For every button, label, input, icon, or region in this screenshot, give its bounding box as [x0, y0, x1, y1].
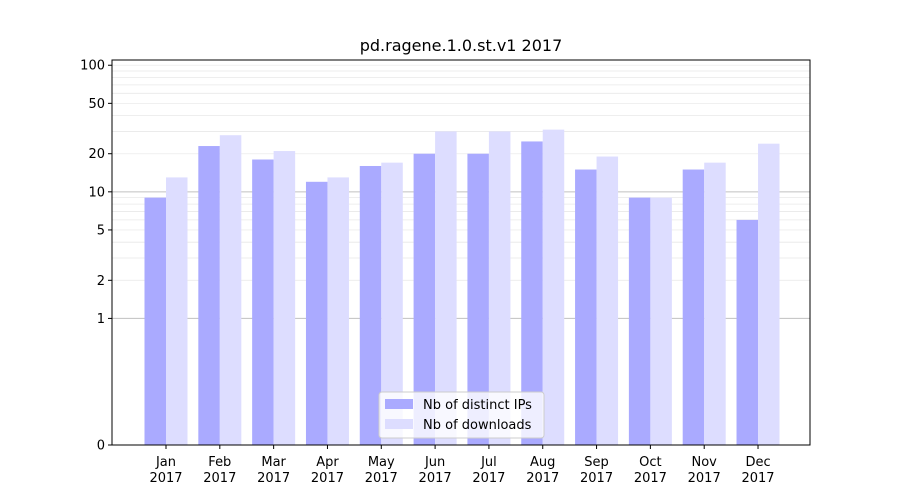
- x-tick-label-year: 2017: [311, 471, 344, 486]
- bars: [144, 129, 780, 446]
- x-tick-label-year: 2017: [526, 471, 559, 486]
- bar-downloads: [166, 177, 188, 446]
- bar-downloads: [542, 129, 565, 445]
- legend-swatch: [385, 399, 413, 409]
- bar-downloads: [704, 162, 726, 445]
- bar-distinct-ips: [682, 169, 705, 445]
- x-tick-label-month: Jan: [155, 455, 176, 470]
- legend: Nb of distinct IPs Nb of downloads: [378, 391, 545, 439]
- bar-downloads: [596, 156, 619, 446]
- y-tick-label: 0: [97, 439, 105, 454]
- bar-distinct-ips: [198, 146, 220, 445]
- x-tick-label-month: Nov: [692, 455, 718, 470]
- bar-downloads: [327, 177, 349, 446]
- bar-downloads: [435, 131, 457, 445]
- x-tick-label-year: 2017: [472, 471, 505, 486]
- legend-box: [378, 391, 545, 439]
- x-tick-label-month: Mar: [261, 455, 286, 470]
- bar-distinct-ips: [144, 197, 166, 445]
- bar-distinct-ips: [359, 165, 382, 446]
- y-tick-label: 50: [88, 97, 105, 112]
- x-tick-label-year: 2017: [257, 471, 290, 486]
- legend-swatch: [385, 419, 413, 429]
- x-tick-label-month: Feb: [208, 455, 231, 470]
- bar-distinct-ips: [305, 181, 328, 445]
- x-tick-label-month: Oct: [639, 455, 661, 470]
- x-tick-label-month: Dec: [745, 455, 770, 470]
- y-tick-label: 5: [97, 223, 105, 238]
- x-tick-label-year: 2017: [365, 471, 398, 486]
- x-tick-label-month: May: [368, 455, 395, 470]
- bar-downloads: [273, 151, 296, 445]
- x-tick-label-year: 2017: [741, 471, 774, 486]
- x-tick-label-year: 2017: [149, 471, 182, 486]
- legend-label: Nb of distinct IPs: [423, 398, 532, 413]
- bar-distinct-ips: [575, 169, 597, 445]
- plot-frame: [111, 59, 811, 446]
- x-tick-label-month: Apr: [316, 455, 339, 470]
- y-axis: 0 1 2 5 10 20 50 100: [80, 59, 112, 454]
- x-tick-label-month: Jun: [424, 455, 445, 470]
- chart-title: pd.ragene.1.0.st.v1 2017: [360, 36, 563, 55]
- bar-downloads: [381, 162, 403, 445]
- y-tick-label: 10: [88, 185, 105, 200]
- y-tick-label: 1: [97, 312, 105, 327]
- x-tick-label-year: 2017: [634, 471, 667, 486]
- x-tick-label-month: Jul: [480, 455, 497, 470]
- y-tick-label: 2: [97, 274, 105, 289]
- bar-distinct-ips: [413, 153, 436, 446]
- x-tick-label-month: Aug: [530, 455, 555, 470]
- bar-downloads: [758, 143, 780, 445]
- bar-distinct-ips: [521, 141, 543, 445]
- bar-distinct-ips: [252, 159, 274, 445]
- bar-downloads: [650, 197, 672, 445]
- legend-label: Nb of downloads: [423, 418, 532, 433]
- x-tick-label-year: 2017: [419, 471, 452, 486]
- x-tick-label-year: 2017: [580, 471, 613, 486]
- bar-distinct-ips: [467, 153, 489, 446]
- bar-downloads: [219, 135, 242, 445]
- x-tick-label-year: 2017: [203, 471, 236, 486]
- bar-downloads: [488, 131, 511, 445]
- bar-distinct-ips: [736, 219, 759, 445]
- x-tick-label-year: 2017: [688, 471, 721, 486]
- x-tick-label-month: Sep: [584, 455, 609, 470]
- y-tick-label: 20: [88, 147, 105, 162]
- x-axis: Jan2017Feb2017Mar2017Apr2017May2017Jun20…: [149, 445, 775, 486]
- bar-distinct-ips: [628, 197, 651, 445]
- y-tick-label: 100: [80, 59, 105, 74]
